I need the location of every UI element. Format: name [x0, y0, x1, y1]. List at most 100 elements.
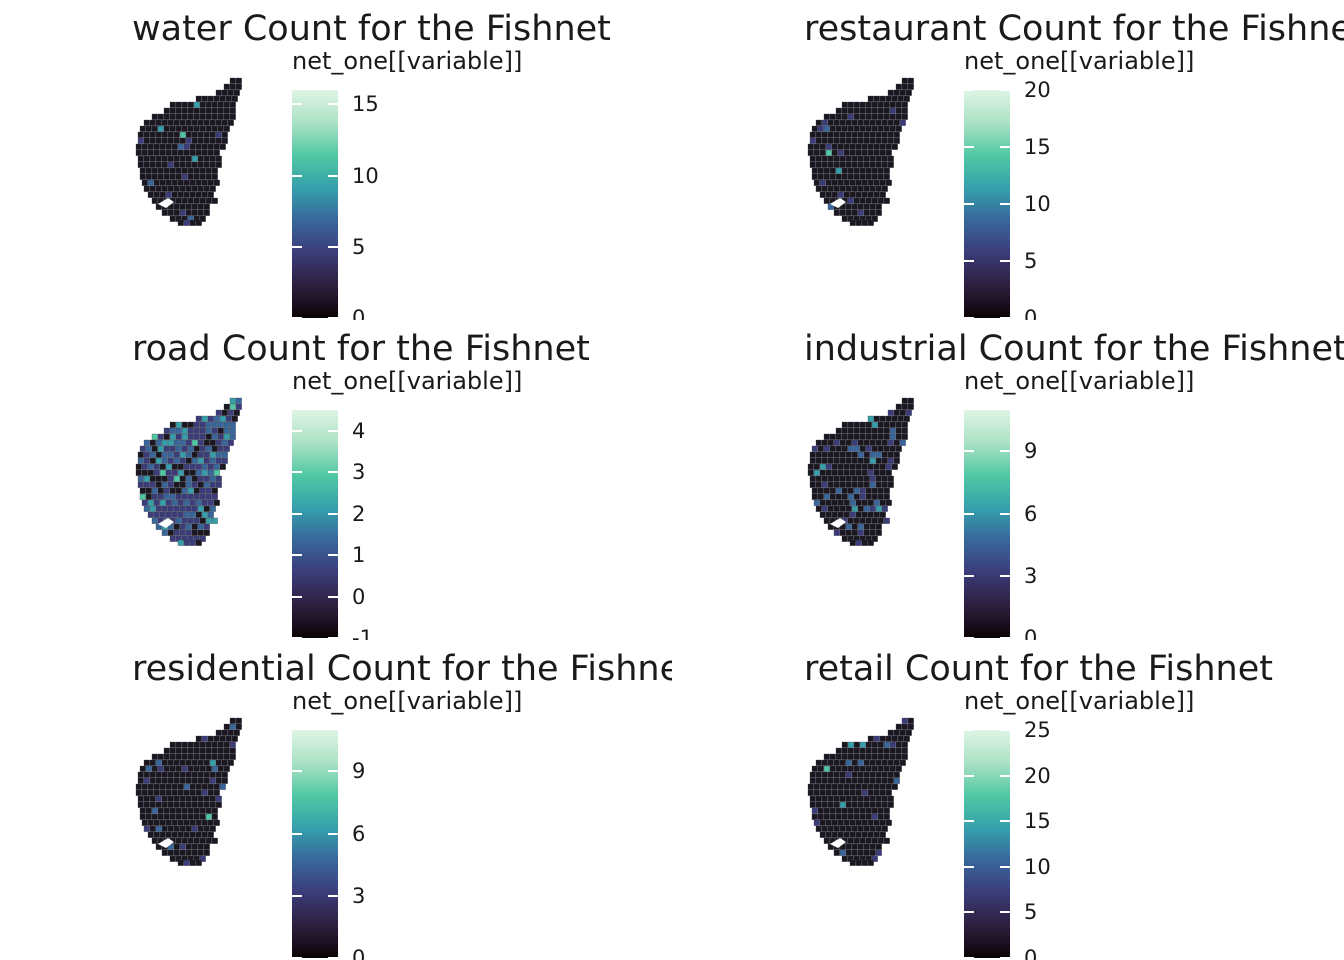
tick-mark	[1000, 957, 1010, 959]
fishnet-cell	[177, 149, 184, 156]
fishnet-cell	[163, 765, 170, 772]
fishnet-cell	[863, 771, 870, 778]
fishnet-cell	[199, 517, 206, 524]
fishnet-cell	[211, 445, 218, 452]
fishnet-cell	[865, 753, 872, 760]
fishnet-cell	[197, 771, 204, 778]
fishnet-cell	[823, 125, 830, 132]
fishnet-cell	[863, 795, 870, 802]
fishnet-cell	[817, 125, 824, 132]
fishnet-cell	[877, 493, 884, 500]
fishnet-cell	[845, 475, 852, 482]
fishnet-cell	[197, 777, 204, 784]
fishnet-cell	[193, 493, 200, 500]
fishnet-cell	[811, 813, 818, 820]
fishnet-cell	[815, 161, 822, 168]
fishnet-cell	[161, 505, 168, 512]
fishnet-cell	[199, 837, 206, 844]
fishnet-cell	[147, 819, 154, 826]
fishnet-cell	[149, 825, 156, 832]
fishnet-cell	[903, 735, 910, 742]
fishnet-cell	[881, 801, 888, 808]
fishnet-cell	[815, 137, 822, 144]
fishnet-cell	[185, 131, 192, 138]
tick-mark	[964, 820, 974, 823]
fishnet-cell	[809, 155, 816, 162]
fishnet-cell	[861, 819, 868, 826]
fishnet-cell	[207, 831, 214, 838]
fishnet-cell	[861, 539, 868, 546]
legend-title: net_one[[variable]]	[964, 687, 1195, 715]
fishnet-cell	[185, 481, 192, 488]
fishnet-cell	[229, 83, 236, 90]
fishnet-cell	[207, 511, 214, 518]
fishnet-cell	[839, 759, 846, 766]
fishnet-cell	[851, 849, 858, 856]
fishnet-cell	[881, 161, 888, 168]
fishnet-cell	[163, 813, 170, 820]
fishnet-cell	[815, 759, 822, 766]
fishnet-cell	[833, 439, 840, 446]
fishnet-cell	[827, 155, 834, 162]
fishnet-cell	[841, 493, 848, 500]
tick-mark	[328, 554, 338, 557]
fishnet-cell	[875, 777, 882, 784]
fishnet-cell	[811, 807, 818, 814]
fishnet-cell	[179, 843, 186, 850]
fishnet-cell	[209, 795, 216, 802]
fishnet-cell	[907, 77, 914, 84]
tick-label: 20	[1024, 78, 1051, 102]
fishnet-cell	[875, 155, 882, 162]
fishnet-cell	[829, 433, 836, 440]
fishnet-cell	[893, 457, 900, 464]
fishnet-cell	[151, 813, 158, 820]
fishnet-cell	[823, 807, 830, 814]
fishnet-cell	[901, 427, 908, 434]
fishnet-cell	[841, 433, 848, 440]
fishnet-cell	[175, 107, 182, 114]
fishnet-cell	[859, 433, 866, 440]
fishnet-cell	[845, 505, 852, 512]
fishnet-cell	[863, 529, 870, 536]
fishnet-cell	[879, 783, 886, 790]
fishnet-cell	[183, 859, 190, 866]
fishnet-cell	[169, 167, 176, 174]
fishnet-cell	[819, 179, 826, 186]
fishnet-cell	[839, 795, 846, 802]
fishnet-cell	[895, 747, 902, 754]
fishnet-cell	[175, 741, 182, 748]
fishnet-cell	[821, 161, 828, 168]
fishnet-cell	[901, 113, 908, 120]
fishnet-cell	[211, 753, 218, 760]
fishnet-cell	[179, 529, 186, 536]
fishnet-cell	[211, 487, 218, 494]
fishnet-cell	[169, 807, 176, 814]
tick-label: 9	[1024, 439, 1038, 464]
fishnet-cell	[877, 427, 884, 434]
fishnet-cell	[177, 469, 184, 476]
fishnet-cell	[853, 753, 860, 760]
fishnet-cell	[867, 511, 874, 518]
tick-mark	[1000, 260, 1010, 262]
fishnet-cell	[165, 499, 172, 506]
fishnet-cell	[221, 119, 228, 126]
fishnet-cell	[151, 113, 158, 120]
fishnet-cell	[833, 849, 840, 856]
fishnet-cell	[233, 729, 240, 736]
fishnet-cell	[905, 89, 912, 96]
fishnet-cell	[197, 155, 204, 162]
fishnet-cell	[855, 179, 862, 186]
fishnet-cell	[227, 729, 234, 736]
tick-label: 6	[352, 821, 366, 846]
fishnet-cell	[201, 179, 208, 186]
fishnet-cell	[187, 807, 194, 814]
fishnet-cell	[839, 777, 846, 784]
fishnet-cell	[219, 95, 226, 102]
fishnet-cell	[851, 529, 858, 536]
fishnet-cell	[875, 801, 882, 808]
fishnet-cell	[145, 493, 152, 500]
tick-mark	[292, 103, 302, 106]
fishnet-cell	[195, 783, 202, 790]
fishnet-cell	[205, 807, 212, 814]
fishnet-cell	[899, 759, 906, 766]
